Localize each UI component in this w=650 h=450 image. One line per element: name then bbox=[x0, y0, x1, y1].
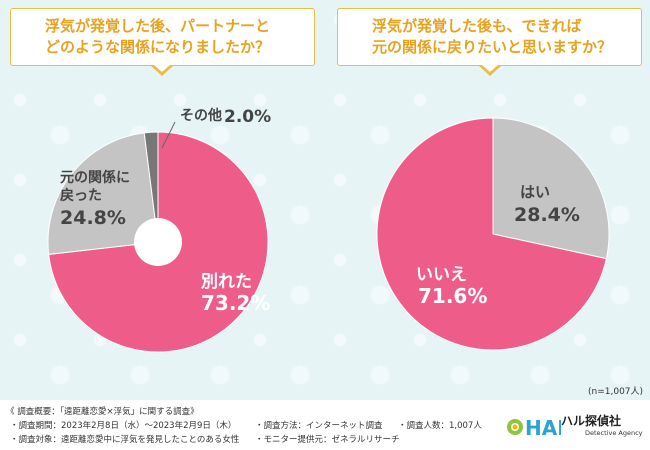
pie-left-slice-1 bbox=[47, 132, 159, 255]
label-sono: その他 bbox=[180, 107, 222, 124]
donut-hole-left bbox=[134, 218, 182, 266]
label-hai: はい bbox=[520, 183, 550, 201]
footer-period: ・調査期間：2023年2月8日（水）～2023年2月9日（木） bbox=[10, 421, 237, 431]
label-moto-line1: 元の関係に bbox=[60, 169, 130, 186]
label-sono-pct: 2.0% bbox=[224, 107, 271, 127]
pie-right-slice-0 bbox=[492, 117, 610, 260]
label-wakare: 別れた bbox=[200, 272, 252, 292]
question-right-line1: 浮気が発覚した後も、できれば bbox=[372, 17, 582, 35]
footer-method: ・調査方法：インターネット調査 bbox=[255, 421, 383, 431]
pie-right-slice-1 bbox=[376, 117, 607, 351]
label-iie: いいえ bbox=[416, 265, 467, 285]
question-box-left: 浮気が発覚した後、パートナーと どのような関係になりましたか？ bbox=[10, 8, 315, 66]
question-right-line2: 元の関係に戻りたいと思いますか？ bbox=[372, 38, 613, 56]
charts-svg: その他 2.0% 元の関係に 戻った 24.8% 別れた 73.2% はい 28… bbox=[47, 107, 610, 353]
question-right-pointer bbox=[479, 64, 501, 76]
question-left-pointer bbox=[151, 64, 173, 76]
label-hai-pct: 28.4% bbox=[514, 204, 580, 226]
label-moto-pct: 24.8% bbox=[60, 207, 126, 229]
sample-size-note: (n=1,007人) bbox=[588, 387, 644, 397]
logo-subtitle: Detective Agency bbox=[585, 429, 643, 437]
footer-target: ・調査対象：遠距離恋愛中に浮気を発見したことのある女性 bbox=[10, 435, 240, 445]
pie-chart-right bbox=[376, 117, 610, 351]
footer: 《 調査概要：「遠距離恋愛×浮気」に関する調査》 ・調査期間：2023年2月8日… bbox=[0, 400, 650, 450]
question-left-line1: 浮気が発覚した後、パートナーと bbox=[45, 17, 271, 35]
leader-line-sono bbox=[161, 121, 176, 149]
pie-left-slice-2 bbox=[143, 131, 159, 243]
label-moto-line2: 戻った bbox=[59, 187, 102, 204]
question-left-line2: どのような関係になりましたか？ bbox=[45, 38, 271, 56]
hal-logo-text: HAL bbox=[525, 416, 561, 440]
label-iie-pct: 71.6% bbox=[418, 284, 487, 308]
footer-provider: ・モニター提供元：ゼネラルリサーチ bbox=[255, 435, 400, 445]
footer-count: ・調査人数：1,007人 bbox=[398, 421, 482, 431]
footer-overview: 《 調査概要：「遠距離恋愛×浮気」に関する調査》 bbox=[6, 407, 199, 417]
hal-logo-icon: HAL bbox=[507, 416, 561, 440]
label-wakare-pct: 73.2% bbox=[201, 291, 270, 315]
logo-name: ハル探偵社 bbox=[561, 414, 622, 428]
question-box-right: 浮気が発覚した後も、できれば 元の関係に戻りたいと思いますか？ bbox=[337, 8, 642, 66]
